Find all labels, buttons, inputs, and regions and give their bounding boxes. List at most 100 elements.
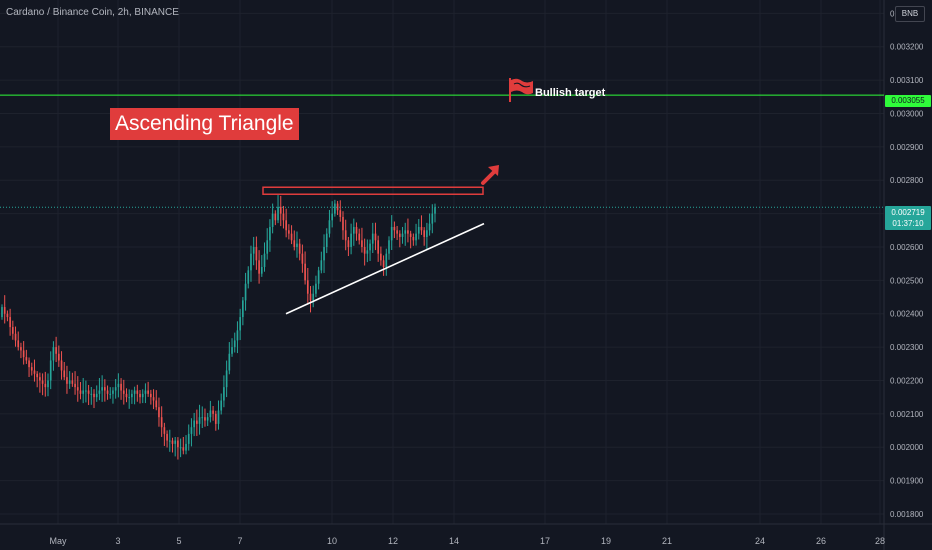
candle-body — [277, 206, 279, 221]
candle-body — [244, 283, 247, 301]
y-tick-label: 0.003000 — [890, 109, 924, 118]
candle-body — [233, 340, 236, 348]
candle-body — [328, 220, 331, 234]
bullish-target-label: Bullish target — [535, 87, 606, 99]
target-price-tag: 0.003055 — [885, 95, 931, 107]
candle-body — [331, 213, 334, 221]
x-tick-label: 28 — [875, 536, 885, 546]
candle-body — [179, 447, 182, 449]
candle-body — [334, 203, 336, 214]
candle-body — [177, 440, 179, 448]
candle-body — [93, 393, 95, 398]
candle-body — [87, 390, 90, 394]
candle-body — [25, 357, 28, 361]
candle-body — [366, 250, 369, 254]
candle-body — [6, 313, 9, 318]
candle-body — [320, 260, 323, 271]
candle-body — [11, 327, 14, 334]
x-tick-label: May — [49, 536, 67, 546]
candle-body — [393, 226, 396, 231]
candle-body — [49, 360, 52, 381]
candle-body — [288, 230, 290, 234]
candle-body — [28, 360, 30, 368]
y-tick-label: 0.002800 — [890, 176, 924, 185]
candle-body — [66, 377, 68, 384]
candle-body — [131, 393, 133, 398]
candle-body — [160, 417, 163, 428]
x-tick-label: 24 — [755, 536, 765, 546]
red-up-arrow-icon — [481, 165, 499, 185]
candle-body — [144, 390, 147, 394]
currency-label[interactable]: BNB — [895, 6, 925, 22]
red-flag-icon — [509, 78, 533, 102]
candle-body — [128, 397, 131, 399]
pattern-label: Ascending Triangle — [110, 108, 299, 140]
candle-body — [412, 236, 415, 241]
y-tick-label: 0.002100 — [890, 410, 924, 419]
candle-body — [290, 233, 293, 241]
candle-body — [196, 420, 198, 424]
x-tick-label: 7 — [237, 536, 242, 546]
candle-body — [306, 280, 309, 294]
candle-body — [55, 347, 57, 354]
candle-body — [212, 410, 214, 414]
candle-body — [33, 370, 36, 374]
y-tick-label: 0.003100 — [890, 76, 924, 85]
candle-body — [260, 267, 263, 274]
candle-body — [36, 373, 39, 378]
candle-body — [152, 397, 155, 401]
candle-body — [250, 253, 252, 271]
candle-body — [344, 230, 347, 241]
candle-body — [85, 390, 87, 392]
candle-body — [407, 230, 409, 234]
candle-body — [139, 393, 141, 398]
candle-body — [342, 216, 344, 231]
x-tick-label: 17 — [540, 536, 550, 546]
x-tick-label: 12 — [388, 536, 398, 546]
candle-body — [255, 246, 258, 261]
candle-body — [185, 443, 187, 451]
x-tick-label: 21 — [662, 536, 672, 546]
candle-body — [122, 390, 125, 394]
y-tick-label: 0.002300 — [890, 343, 924, 352]
candle-body — [109, 393, 112, 395]
candle-body — [106, 390, 109, 394]
candle-body — [20, 347, 22, 351]
last-price-value: 0.002719 — [891, 208, 925, 217]
candle-body — [90, 393, 93, 395]
candle-body — [369, 243, 371, 251]
candle-body — [76, 387, 79, 391]
candle-body — [133, 390, 136, 394]
candle-body — [158, 407, 160, 418]
candle-body — [274, 213, 277, 221]
candle-body — [358, 233, 361, 241]
y-tick-label: 0.002000 — [890, 443, 924, 452]
x-tick-label: 10 — [327, 536, 337, 546]
candle-body — [101, 387, 103, 391]
candle-body — [225, 370, 228, 388]
candle-body — [228, 353, 231, 371]
candle-body — [136, 390, 139, 394]
candle-body — [361, 240, 363, 247]
candle-body — [266, 240, 269, 254]
candle-body — [82, 390, 85, 394]
candle-body — [417, 226, 420, 234]
candle-body — [166, 433, 168, 441]
candle-body — [247, 270, 250, 284]
candle-body — [263, 253, 266, 268]
candle-body — [252, 246, 255, 254]
candle-body — [269, 226, 271, 241]
candle-body — [404, 230, 407, 234]
candle-body — [14, 333, 17, 341]
candle-body — [193, 420, 195, 428]
y-tick-label: 0.002900 — [890, 143, 924, 152]
candle-body — [279, 206, 282, 214]
y-tick-label: 0.002600 — [890, 243, 924, 252]
candle-body — [352, 226, 355, 234]
candle-body — [22, 350, 25, 358]
candle-body — [125, 393, 128, 398]
candle-body — [1, 307, 3, 318]
candle-body — [239, 317, 241, 331]
candle-body — [198, 417, 201, 424]
